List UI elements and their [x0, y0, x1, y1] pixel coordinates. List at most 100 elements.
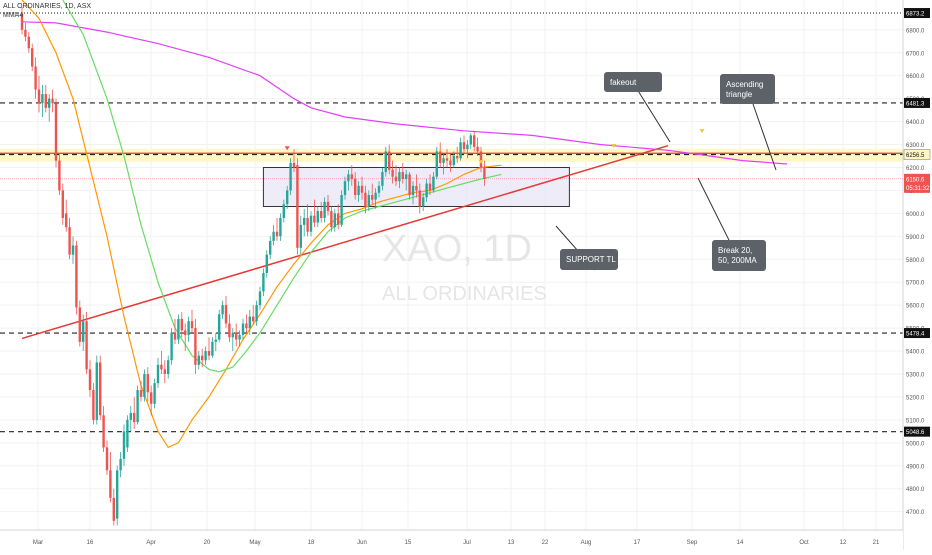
candle-body: [425, 183, 428, 198]
level-price-label: 6873.2: [906, 12, 925, 18]
price-tick-label: 6200.0: [906, 166, 925, 172]
candle-body: [238, 334, 241, 340]
candle-body: [330, 211, 333, 228]
time-tick-label: Sep: [687, 540, 698, 546]
support-tl-callout-text: SUPPORT TL: [566, 255, 616, 264]
signal-marker: [284, 146, 290, 151]
time-tick-label: Jul: [463, 540, 471, 546]
candle-body: [384, 151, 387, 173]
price-tick-label: 4800.0: [906, 487, 925, 493]
candle-body: [483, 167, 486, 179]
candle-body: [405, 174, 408, 179]
level-price-tag: [904, 426, 930, 437]
candle-body: [360, 185, 364, 193]
candle-body: [313, 215, 316, 223]
candle-body: [231, 332, 234, 338]
candle-body: [27, 36, 30, 49]
price-tick-label: 5300.0: [906, 372, 925, 378]
candle-body: [442, 158, 445, 163]
candle-body: [218, 314, 221, 340]
fakeout-callout-pointer: [638, 91, 671, 143]
break-ma-callout-text: 50, 200MA: [718, 256, 757, 265]
candle-body: [48, 98, 51, 108]
candle-body: [462, 142, 466, 150]
fakeout-callout: fakeout: [604, 72, 671, 143]
candle-body: [323, 201, 326, 218]
candle-body: [24, 29, 27, 37]
time-tick-label: Jun: [357, 540, 367, 546]
candle-body: [156, 364, 160, 384]
candle-body: [459, 142, 462, 159]
candle-body: [316, 211, 319, 223]
candle-body: [214, 339, 217, 342]
candle-body: [41, 94, 44, 104]
candle-body: [58, 160, 61, 191]
candle-body: [439, 151, 442, 163]
candle-body: [180, 318, 183, 331]
price-tick-label: 6300.0: [906, 143, 925, 149]
price-tick-label: 5400.0: [906, 350, 925, 356]
time-tick-label: 20: [204, 540, 211, 546]
candle-body: [479, 151, 483, 168]
candle-body: [343, 181, 347, 196]
level-price-tag: [904, 8, 930, 19]
candle-body: [391, 169, 394, 177]
candle-body: [364, 192, 367, 207]
candle-body: [85, 321, 88, 370]
candle-body: [381, 172, 384, 186]
candle-body: [296, 165, 299, 248]
price-tick-label: 5000.0: [906, 441, 925, 447]
candle-body: [204, 351, 207, 361]
candle-body: [248, 316, 251, 329]
time-tick-label: 13: [508, 540, 515, 546]
candle-body: [473, 135, 476, 147]
candle-body: [170, 332, 173, 361]
candle-body: [201, 355, 204, 361]
candle-body: [394, 176, 398, 182]
time-tick-label: 14: [737, 540, 744, 546]
resistance-zone: [0, 148, 903, 162]
candle-body: [34, 66, 37, 90]
candle-body: [262, 273, 265, 292]
candle-body: [469, 135, 472, 145]
candle-body: [133, 412, 136, 423]
candle-body: [184, 330, 187, 335]
candle-body: [245, 323, 248, 329]
candle-body: [354, 178, 357, 196]
candle-body: [20, 13, 24, 30]
candle-body: [269, 240, 272, 255]
time-tick-label: Apr: [146, 540, 155, 546]
price-axis-bg: [903, 0, 932, 550]
candle-body: [136, 390, 139, 423]
price-tick-label: 6000.0: [906, 212, 925, 218]
candle-body: [61, 190, 64, 218]
level-price-label: 5048.6: [906, 430, 925, 436]
candle-body: [194, 328, 197, 365]
candle-body: [122, 431, 126, 459]
candle-body: [65, 213, 68, 228]
candle-body: [466, 144, 469, 150]
price-tick-label: 6400.0: [906, 120, 925, 126]
candle-body: [255, 305, 258, 322]
candle-body: [326, 201, 330, 212]
price-tick-label: 6800.0: [906, 28, 925, 34]
fakeout-callout-box: [604, 72, 662, 92]
time-tick-label: 12: [840, 540, 847, 546]
candle-body: [445, 158, 449, 161]
candle-body: [37, 89, 41, 104]
candle-body: [78, 307, 81, 342]
candle-body: [190, 321, 194, 329]
candle-body: [126, 419, 129, 448]
price-tick-label: 6600.0: [906, 74, 925, 80]
candle-body: [401, 172, 404, 179]
candle-body: [258, 291, 262, 306]
time-tick-label: Aug: [581, 540, 592, 546]
candles: [20, 6, 486, 526]
candle-body: [374, 192, 377, 200]
candle-body: [371, 195, 374, 200]
time-tick-label: Mar: [33, 540, 43, 546]
moving-average-1: [21, 0, 502, 449]
